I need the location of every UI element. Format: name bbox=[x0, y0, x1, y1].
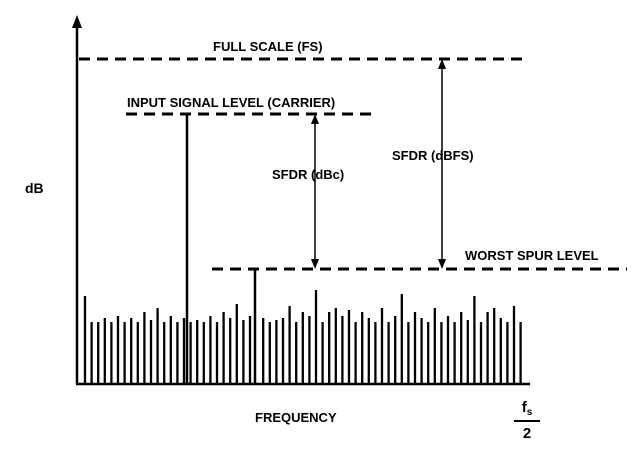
input-signal-label: INPUT SIGNAL LEVEL (CARRIER) bbox=[127, 95, 336, 110]
sfdr-dbc-label: SFDR (dBc) bbox=[272, 167, 345, 182]
fraction-bar bbox=[514, 420, 540, 422]
fs-half-label: fs 2 bbox=[512, 399, 542, 442]
sfdr-dbfs-label: SFDR (dBFS) bbox=[392, 148, 474, 163]
y-axis-arrowhead bbox=[72, 15, 82, 28]
sfdr-dbfs-arrowhead-top bbox=[438, 59, 446, 69]
sfdr-dbc-arrowhead-bottom bbox=[311, 259, 319, 269]
fs-half-denominator: 2 bbox=[522, 425, 532, 442]
fs-half-subscript: s bbox=[526, 407, 533, 418]
sfdr-dbc-arrowhead-top bbox=[311, 114, 319, 124]
y-axis-label: dB bbox=[25, 180, 44, 196]
sfdr-dbfs-arrowhead-bottom bbox=[438, 259, 446, 269]
fs-half-numerator: f bbox=[521, 399, 527, 416]
worst-spur-label: WORST SPUR LEVEL bbox=[465, 248, 599, 263]
noise-floor bbox=[83, 290, 522, 384]
x-axis-label: FREQUENCY bbox=[255, 410, 337, 425]
full-scale-label: FULL SCALE (FS) bbox=[213, 39, 323, 54]
